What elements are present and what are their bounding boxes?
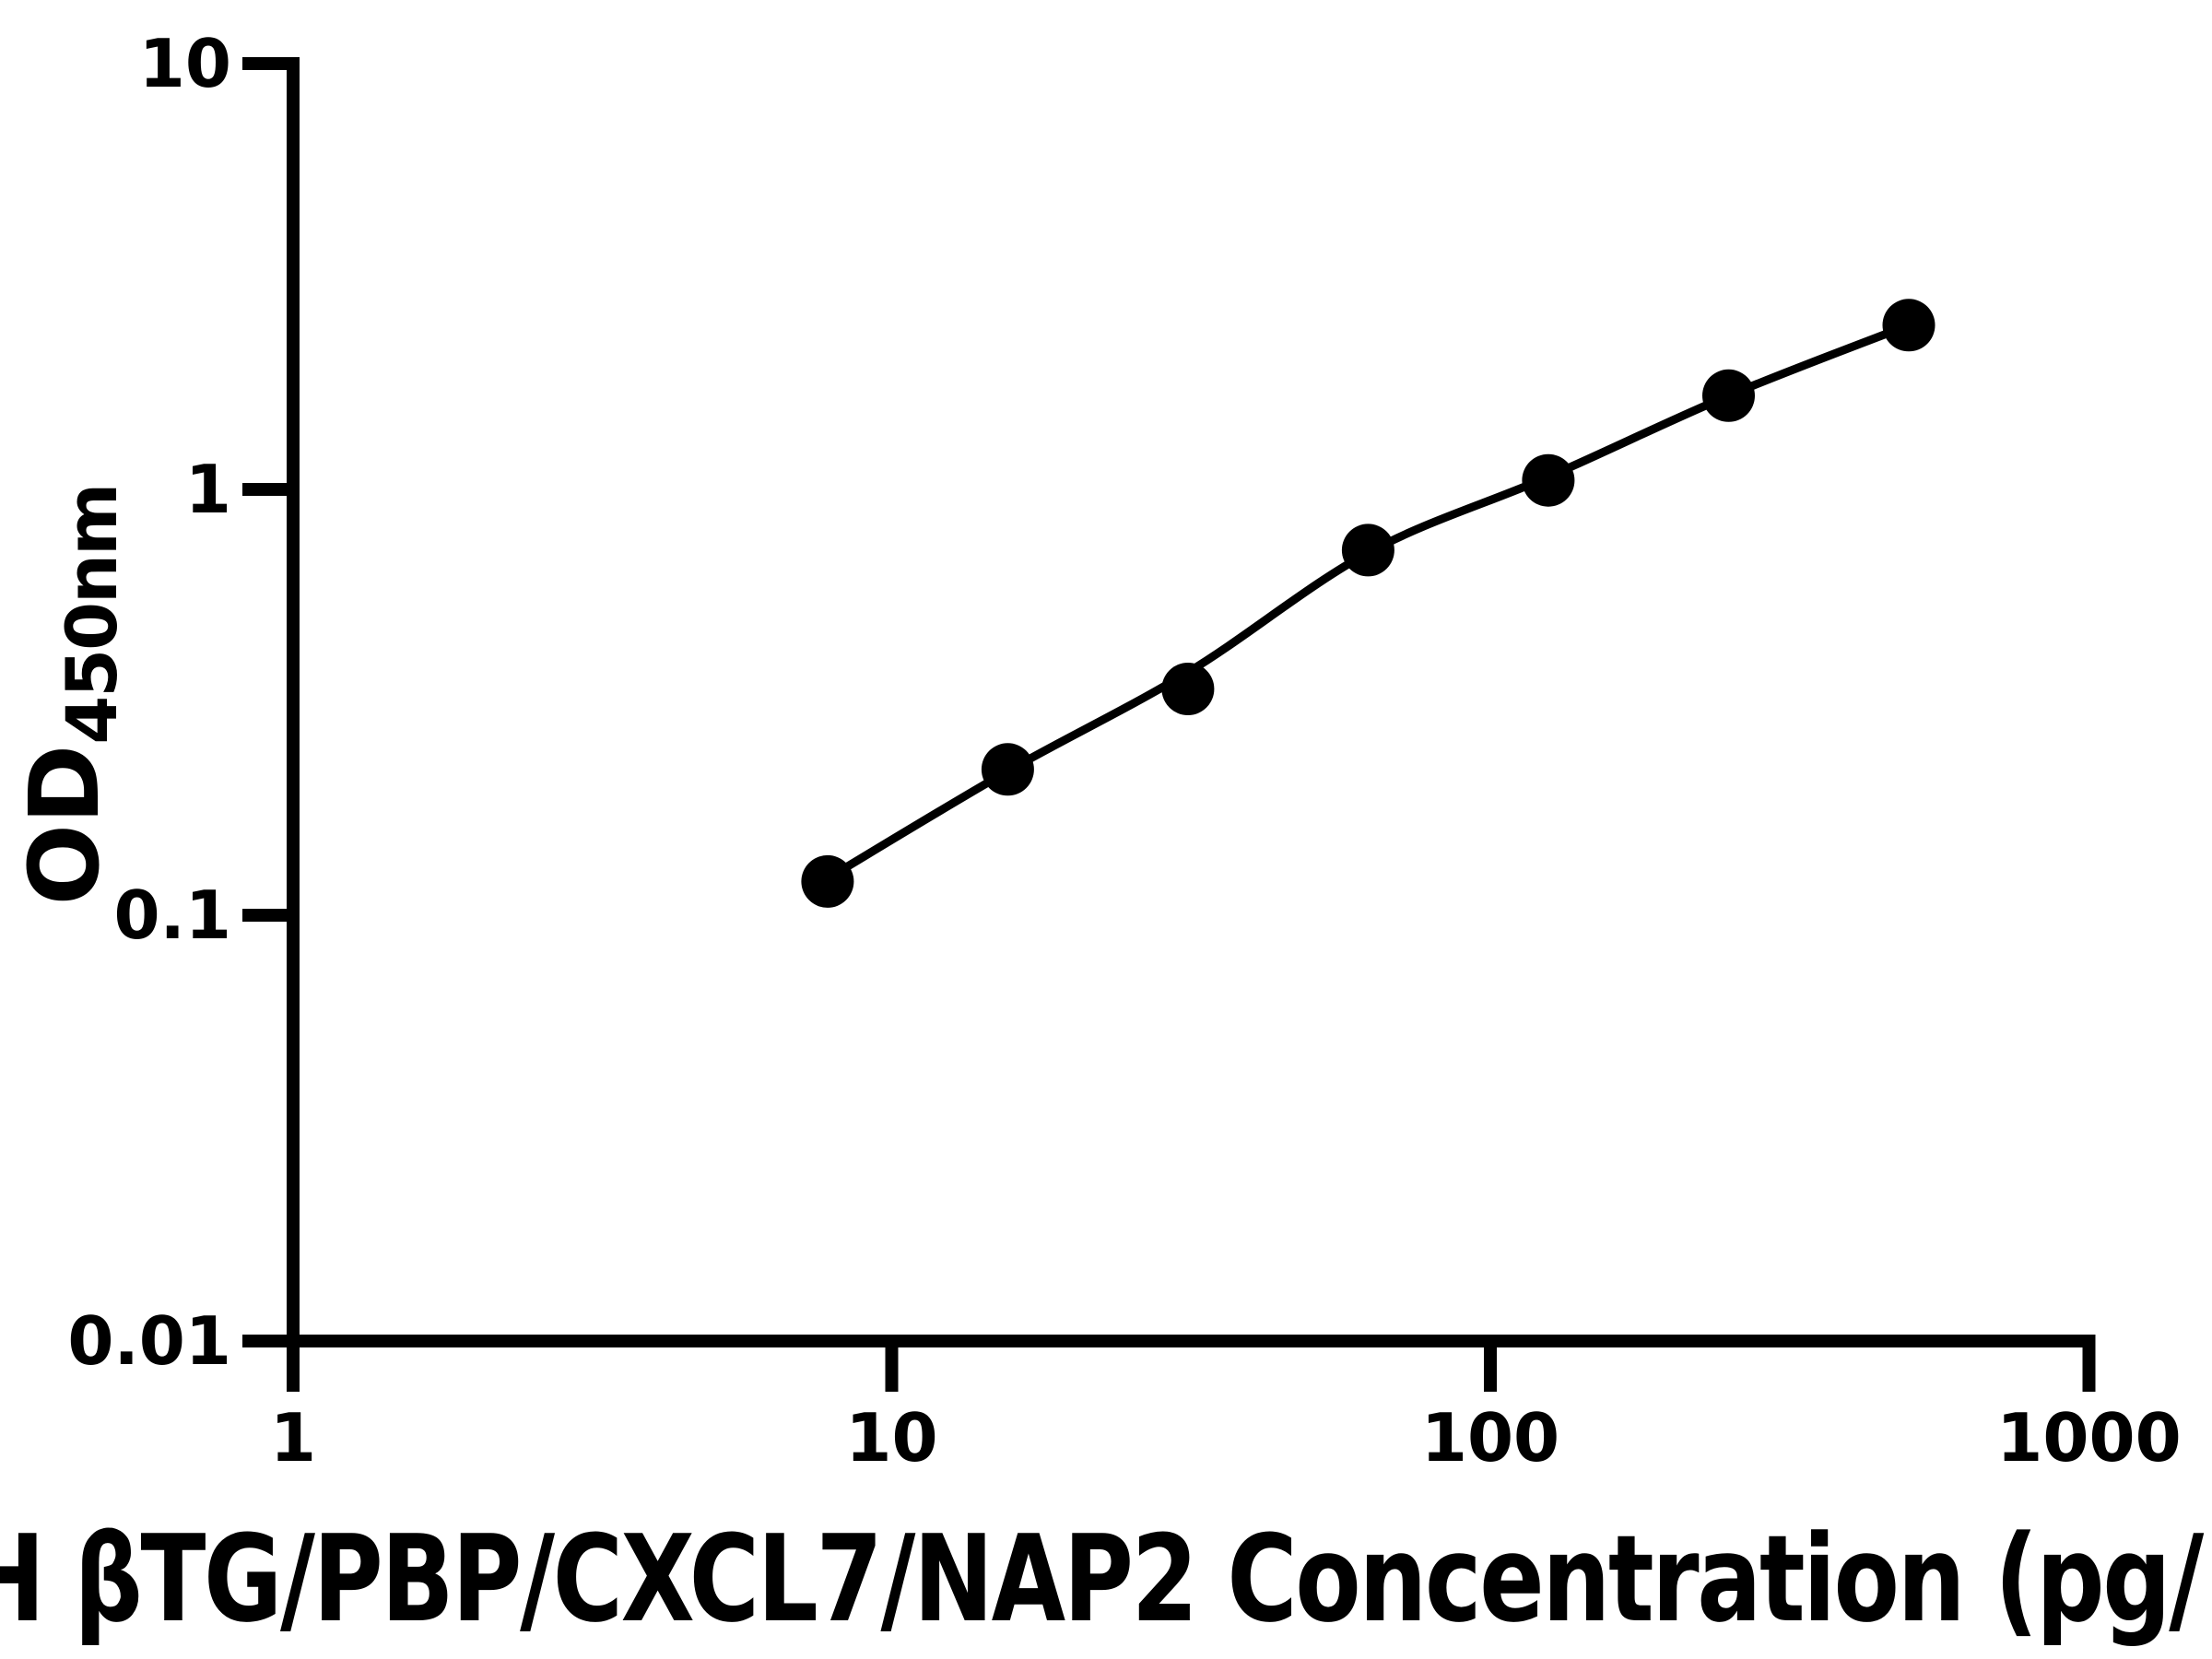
y-tick-label-10: 10	[138, 25, 231, 102]
x-tick-label-10: 10	[845, 1399, 938, 1477]
axes	[242, 57, 2096, 1392]
data-point	[801, 854, 854, 908]
x-tick-label-1: 1	[269, 1399, 317, 1477]
y-axis-title-subscript: 450nm	[51, 484, 133, 745]
data-point	[981, 743, 1034, 796]
x-axis-title: H βTG/PBP/CXCL7/NAP2 Concentration (pg/	[0, 1509, 2204, 1649]
y-tick-label-0p01: 0.01	[67, 1302, 231, 1380]
data-point	[1522, 453, 1575, 507]
y-axis-title-main: OD	[8, 744, 121, 906]
y-tick-label-1: 1	[184, 451, 231, 528]
data-point-markers	[801, 299, 1936, 908]
y-axis-title: OD450nm	[8, 485, 133, 906]
data-point	[1702, 369, 1755, 422]
data-point	[1882, 299, 1936, 352]
x-tick-label-1000: 1000	[1996, 1399, 2182, 1477]
x-tick-label-100: 100	[1420, 1399, 1560, 1477]
data-point	[1341, 524, 1394, 577]
data-point	[1161, 663, 1215, 715]
y-tick-label-0p1: 0.1	[113, 877, 231, 954]
